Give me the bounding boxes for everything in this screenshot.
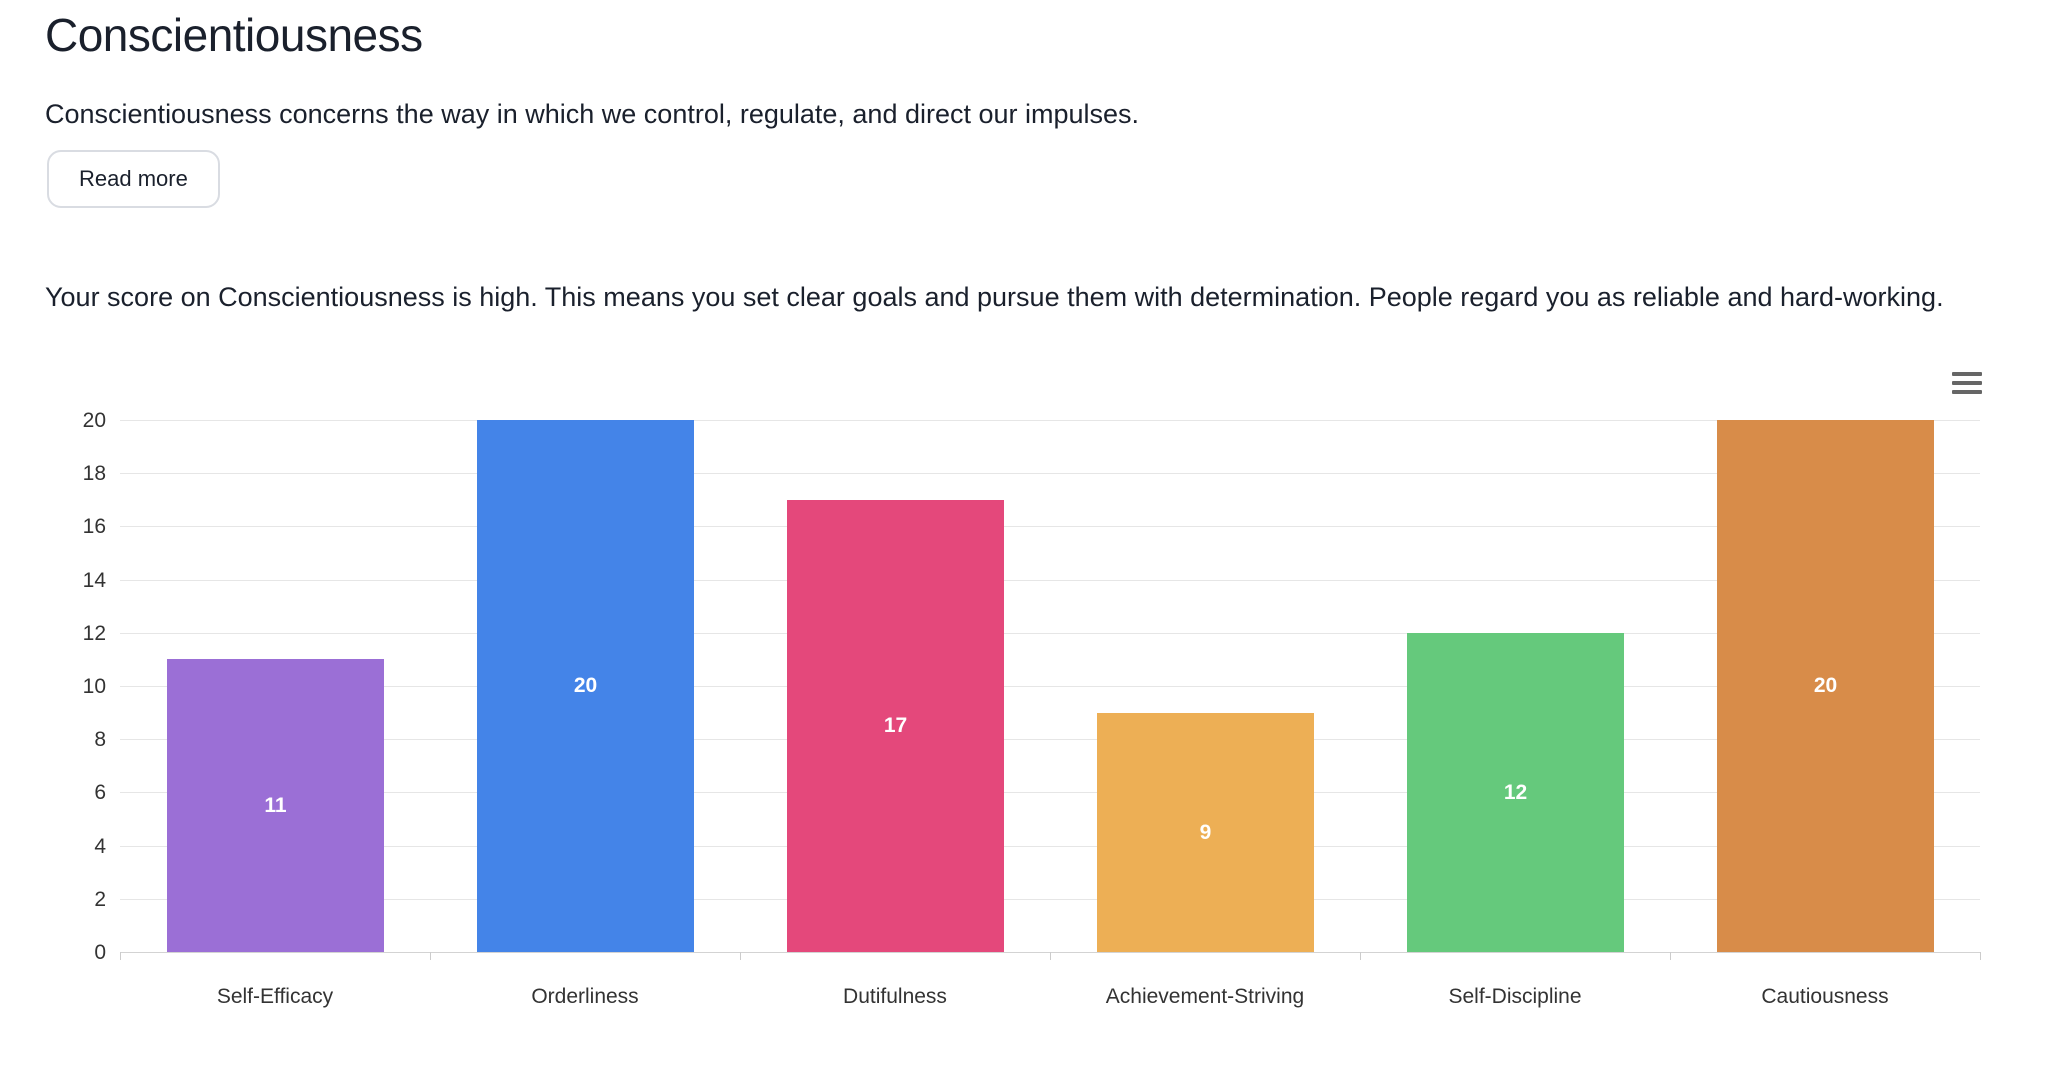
y-gridline (120, 580, 1980, 581)
y-gridline (120, 739, 1980, 740)
read-more-button[interactable]: Read more (47, 150, 220, 208)
y-gridline (120, 526, 1980, 527)
bar-cautiousness[interactable]: 20 (1717, 420, 1934, 952)
trait-description: Conscientiousness concerns the way in wh… (45, 99, 1140, 129)
x-axis-tick (1050, 952, 1051, 960)
y-gridline (120, 846, 1980, 847)
y-axis-tick-label: 8 (94, 728, 106, 751)
x-axis-tick (120, 952, 121, 960)
bar-dutifulness[interactable]: 17 (787, 500, 1004, 952)
bar-value-label: 9 (1199, 821, 1212, 844)
read-more-label: Read more (79, 166, 188, 191)
y-gridline (120, 792, 1980, 793)
x-axis-tick (430, 952, 431, 960)
y-axis-tick-label: 0 (94, 941, 106, 964)
y-gridline (120, 473, 1980, 474)
y-axis-tick-label: 14 (82, 569, 106, 592)
y-axis-tick-label: 16 (82, 515, 106, 538)
y-axis-tick-label: 10 (82, 675, 106, 698)
y-axis-tick-label: 2 (94, 888, 106, 911)
x-axis-category-label: Achievement-Striving (1105, 985, 1305, 1008)
y-axis-tick-label: 18 (82, 462, 106, 485)
bar-achievement-striving[interactable]: 9 (1097, 713, 1314, 952)
x-axis-category-label: Self-Discipline (1448, 985, 1582, 1008)
x-axis-category-label: Dutifulness (843, 985, 947, 1008)
x-axis-category-label: Cautiousness (1761, 985, 1889, 1008)
bar-value-label: 20 (1813, 674, 1838, 697)
hamburger-menu-icon (1952, 390, 1982, 394)
x-axis-category-label: Self-Efficacy (216, 985, 334, 1008)
facet-bar-chart: 0 2 4 6 8 10 12 14 16 18 20 11 Self-Efficacy 20 Orderl… (0, 360, 2048, 1060)
bar-value-label: 12 (1503, 781, 1528, 804)
x-axis-tick (1670, 952, 1671, 960)
score-summary: Your score on Conscientiousness is high.… (45, 282, 1944, 312)
y-axis-tick-label: 20 (82, 409, 106, 432)
bar-orderliness[interactable]: 20 (477, 420, 694, 952)
bar-value-label: 11 (264, 794, 287, 817)
bar-self-efficacy[interactable]: 11 (167, 659, 384, 952)
y-axis-tick-label: 4 (94, 835, 106, 858)
y-gridline (120, 633, 1980, 634)
bar-value-label: 17 (883, 714, 908, 737)
page-title: Conscientiousness (45, 9, 423, 61)
x-axis-tick (1980, 952, 1981, 960)
y-axis-tick-label: 12 (82, 622, 106, 645)
bar-self-discipline[interactable]: 12 (1407, 633, 1624, 952)
y-gridline (120, 686, 1980, 687)
x-axis-tick (740, 952, 741, 960)
bar-value-label: 20 (573, 674, 598, 697)
x-axis-category-label: Orderliness (531, 985, 639, 1008)
y-gridline (120, 899, 1980, 900)
y-axis-tick-label: 6 (94, 781, 106, 804)
x-axis-tick (1360, 952, 1361, 960)
y-gridline (120, 420, 1980, 421)
hamburger-menu-icon (1952, 381, 1982, 385)
chart-menu-button[interactable] (1951, 369, 1983, 397)
hamburger-menu-icon (1952, 372, 1982, 376)
